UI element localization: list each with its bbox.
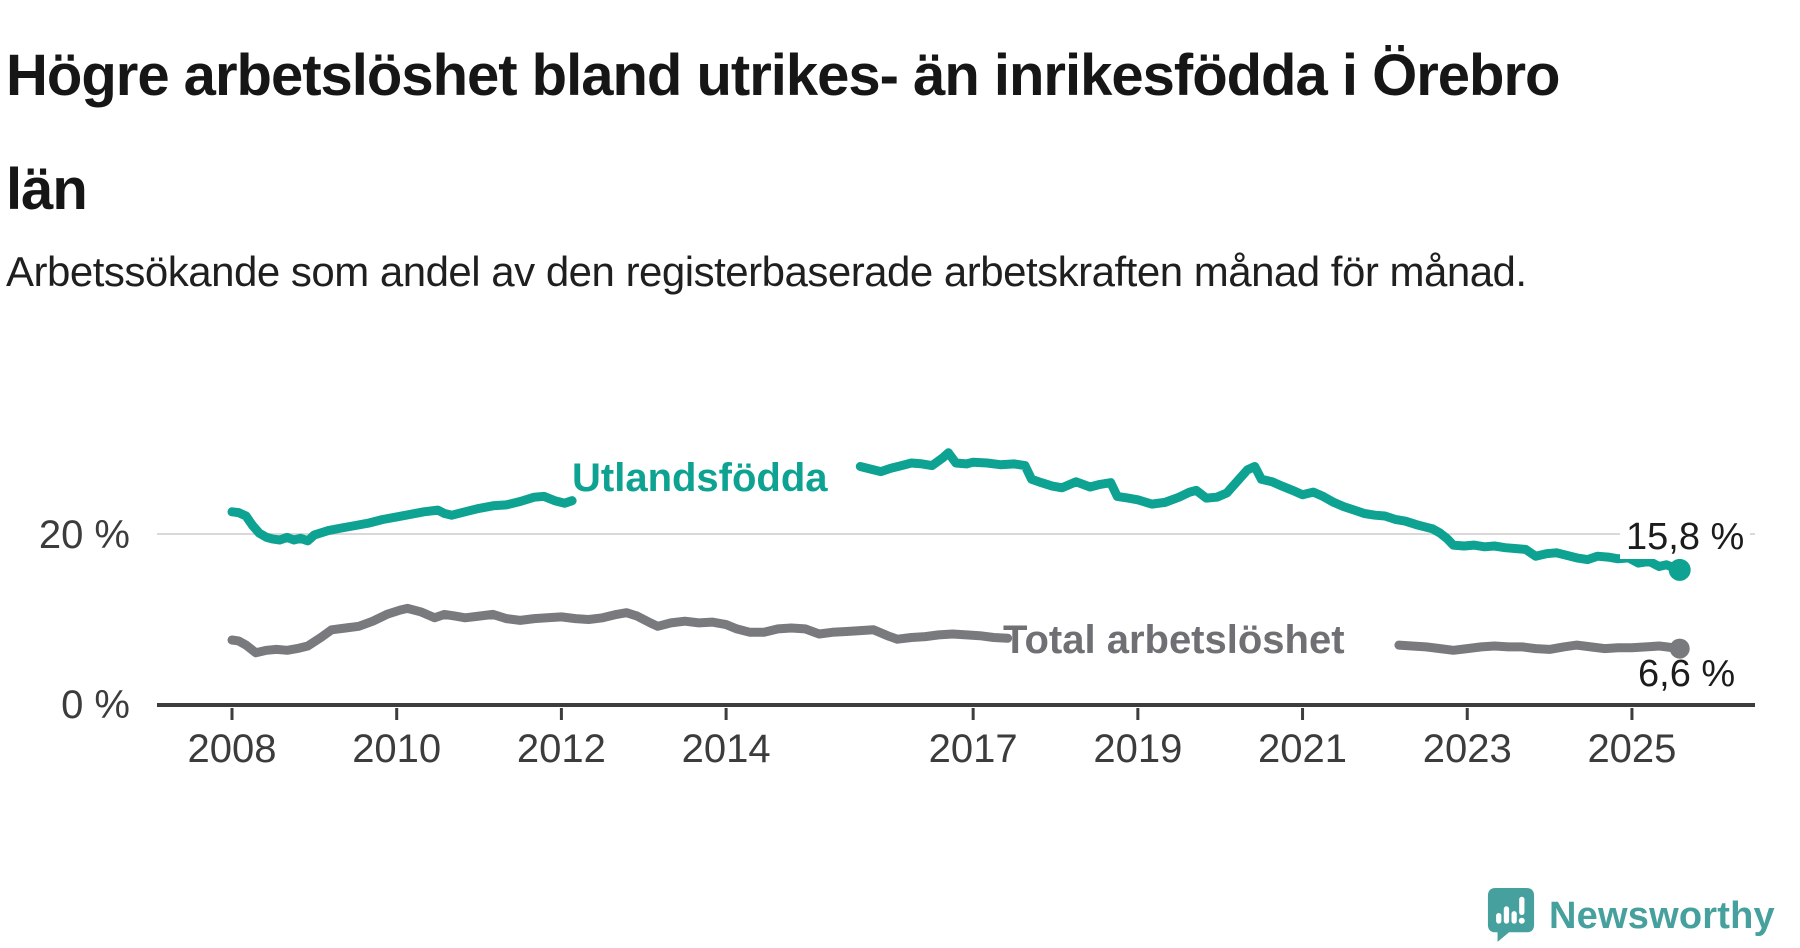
series-line-1-segment-1	[1394, 640, 1685, 655]
y-axis-label-0: 0 %	[61, 683, 130, 727]
y-axis-label-20: 20 %	[38, 513, 130, 557]
x-axis-label-2008: 2008	[187, 727, 277, 771]
newsworthy-logo: Newsworthy	[1486, 886, 1775, 947]
end-value-label-utlandsfodda: 15,8 %	[1620, 516, 1751, 559]
end-value-label-total: 6,6 %	[1638, 653, 1736, 695]
newsworthy-bubble-chart-icon	[1486, 886, 1536, 947]
series-line-0-segment-1	[855, 448, 1685, 575]
series-label-total-arbetsloshet: Total arbetslöshet	[1003, 618, 1345, 662]
x-axis-label-2023: 2023	[1422, 727, 1512, 771]
series-end-dot-0	[1668, 558, 1691, 581]
newsworthy-wordmark: Newsworthy	[1549, 895, 1775, 937]
x-axis-label-2017: 2017	[928, 727, 1018, 771]
x-axis-label-2010: 2010	[352, 727, 442, 771]
x-axis-label-2014: 2014	[681, 727, 771, 771]
series-end-dot-1	[1669, 638, 1690, 659]
x-axis-label-2021: 2021	[1258, 727, 1348, 771]
x-axis-label-2025: 2025	[1587, 727, 1677, 771]
x-axis-label-2019: 2019	[1093, 727, 1183, 771]
series-line-1-segment-0	[227, 603, 1013, 658]
series-label-utlandsfodda: Utlandsfödda	[572, 456, 828, 500]
page-title-line-1: Högre arbetslöshet bland utrikes- än inr…	[6, 43, 1560, 108]
series-line-0-segment-0	[227, 491, 577, 546]
page-title-line-2: län	[6, 157, 88, 222]
x-axis-label-2012: 2012	[516, 727, 606, 771]
chart-subtitle: Arbetssökande som andel av den registerb…	[6, 248, 1527, 295]
